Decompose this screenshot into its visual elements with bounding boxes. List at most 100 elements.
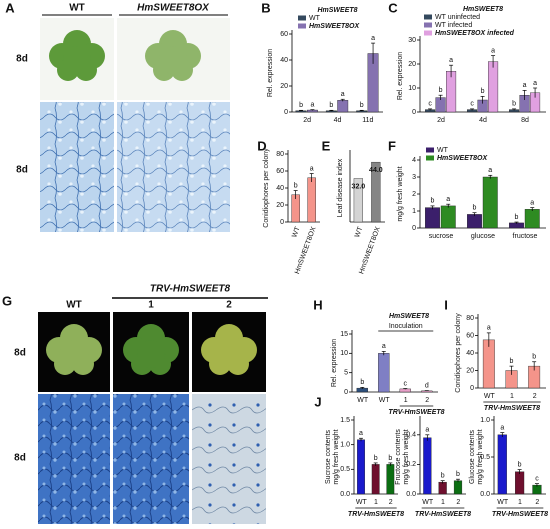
panel-letter: B (261, 0, 270, 15)
x-tick-label: WT (354, 225, 365, 238)
x-tick-label: 2 (389, 499, 393, 506)
x-tick-label: fructose (513, 233, 538, 240)
significance-letter: a (371, 35, 375, 42)
bar (423, 437, 432, 495)
chart-title: HmSWEET8 (317, 7, 357, 14)
bar (524, 209, 540, 229)
y-tick-label: 1.0 (340, 442, 350, 449)
panel-letter: G (2, 293, 12, 308)
y-tick-label: 30 (408, 37, 416, 44)
y-tick-label: 0 (284, 109, 288, 116)
y-tick-label: 40 (276, 185, 284, 192)
y-axis-label: Rel. expression (331, 339, 338, 387)
chart-title: HmSWEET8 (389, 313, 429, 320)
significance-letter: b (456, 471, 460, 478)
x-tick-label: WT (356, 499, 368, 506)
panel-letter: A (5, 0, 15, 15)
significance-letter: b (329, 102, 333, 109)
x-tick-label: glucose (471, 233, 495, 240)
significance-letter: b (481, 88, 485, 95)
significance-letter: b (473, 205, 477, 212)
y-tick-label: 0 (470, 385, 474, 392)
significance-letter: a (449, 57, 453, 64)
panel-letter: J (314, 394, 321, 409)
significance-letter: b (294, 182, 298, 189)
y-tick-label: 40 (466, 350, 474, 357)
y-tick-label: 0 (280, 219, 284, 226)
bar (515, 471, 525, 495)
legend-label: WT uninfected (435, 14, 480, 21)
bar (488, 61, 499, 113)
significance-letter: a (488, 167, 492, 174)
group-label: TRV-HmSWEET8 (492, 511, 548, 518)
significance-letter: a (310, 165, 314, 172)
bar (482, 176, 498, 229)
legend-label: WT infected (435, 22, 472, 29)
y-tick-label: 4 (412, 157, 416, 164)
y-axis-label: Conidiophores per colony (263, 148, 270, 228)
significance-letter: a (533, 80, 537, 87)
significance-letter: a (487, 325, 491, 332)
x-tick-label: 2d (303, 117, 311, 124)
row-label: 8d (16, 54, 28, 65)
y-tick-label: 60 (466, 332, 474, 339)
bar (446, 70, 457, 113)
significance-letter: c (470, 101, 474, 108)
y-tick-label: 5 (344, 370, 348, 377)
value-label: 32.0 (352, 183, 366, 190)
x-tick-label: 8d (521, 117, 529, 124)
legend-swatch (426, 147, 434, 153)
significance-letter: c (535, 475, 539, 482)
significance-letter: a (523, 82, 527, 89)
y-tick-label: 20 (466, 367, 474, 374)
y-tick-label: 0.0 (406, 491, 416, 498)
group-label: TRV-HmSWEET8 (484, 405, 540, 412)
y-tick-label: 0 (412, 225, 416, 232)
panel-letter: I (444, 297, 448, 312)
x-tick-label: 2 (533, 393, 537, 400)
column-label: WT (66, 300, 82, 311)
y-axis-label: Rel. expression (267, 49, 274, 97)
significance-letter: b (441, 473, 445, 480)
legend-swatch (298, 23, 306, 29)
column-label: 2 (226, 300, 232, 311)
bar (353, 178, 363, 223)
significance-letter: a (530, 199, 534, 206)
x-tick-label: sucrose (429, 233, 454, 240)
y-axis-label: mg/g fresh weight (477, 429, 484, 484)
significance-letter: b (431, 198, 435, 205)
legend-label: WT (437, 147, 449, 154)
bar (440, 205, 456, 229)
y-axis-label: Rel. expression (397, 52, 404, 100)
x-tick-label: 1 (404, 397, 408, 404)
photo-panel-a (40, 14, 230, 232)
group-label: TRV-HmSWEET8 (348, 511, 404, 518)
bar (453, 480, 463, 495)
y-tick-label: 80 (276, 151, 284, 158)
y-axis-label: Leaf disease index (337, 158, 344, 217)
significance-letter: a (382, 343, 386, 350)
bar (378, 353, 390, 393)
y-tick-label: 40 (280, 57, 288, 64)
y-axis-label: Conidiophores per colony (455, 313, 462, 393)
significance-letter: d (425, 382, 429, 389)
legend-swatch (424, 30, 432, 36)
y-axis-label: Glucose contents (469, 429, 476, 484)
significance-letter: a (425, 427, 429, 434)
column-label: WT (69, 3, 85, 14)
y-axis-label: mg/g fresh weight (333, 429, 340, 484)
significance-letter: b (532, 354, 536, 361)
x-tick-label: 11d (362, 117, 373, 124)
y-tick-label: 20 (408, 61, 416, 68)
y-tick-label: 1.0 (480, 417, 490, 424)
x-tick-label: 4d (479, 117, 487, 124)
bar (467, 214, 482, 229)
significance-letter: b (512, 101, 516, 108)
y-tick-label: 0.5 (340, 466, 350, 473)
bar (307, 177, 316, 223)
y-tick-label: 20 (276, 202, 284, 209)
row-label: 8d (14, 348, 26, 359)
panel-letter: C (388, 0, 398, 15)
y-tick-label: 1.5 (340, 417, 350, 424)
